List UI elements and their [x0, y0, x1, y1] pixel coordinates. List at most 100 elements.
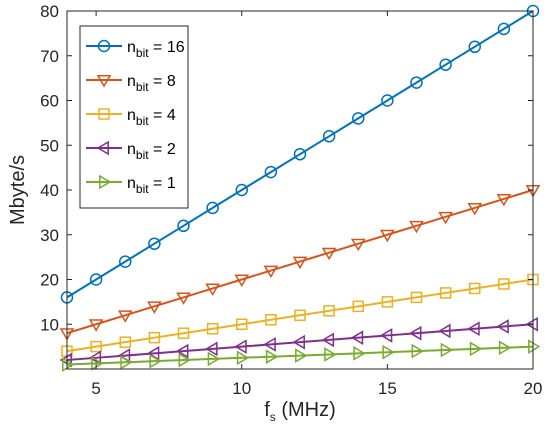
data-point: [293, 147, 307, 161]
data-point: [323, 305, 335, 317]
legend-label: nbit = 2: [127, 141, 176, 162]
data-point: [236, 350, 250, 366]
data-point: [438, 323, 451, 339]
series-line: [66, 278, 534, 353]
data-point: [177, 219, 190, 233]
data-point: [176, 292, 191, 305]
y-tick-label: 70: [40, 47, 59, 66]
data-point: [468, 40, 481, 54]
axes-layer: 5 10 15 20 10 20 30 40 50 60 70 80: [40, 2, 542, 398]
legend-label: nbit = 4: [127, 107, 176, 128]
legend-marker: [96, 140, 109, 156]
data-point: [90, 340, 102, 353]
x-tick-label: 10: [232, 379, 251, 398]
x-axis-label-main: f: [264, 399, 270, 421]
data-point: [467, 321, 480, 337]
data-point: [380, 229, 395, 243]
data-point: [469, 341, 483, 357]
data-point: [292, 334, 305, 350]
y-tick-label: 80: [40, 2, 59, 21]
data-point: [321, 247, 337, 261]
series-5: [62, 339, 541, 372]
data-point: [89, 273, 103, 286]
data-point: [411, 343, 424, 359]
data-point: [496, 319, 509, 334]
y-axis-label: Mbyte/s: [7, 155, 29, 225]
data-point: [439, 58, 452, 71]
data-point: [352, 112, 365, 125]
legend-entry: nbit = 8: [86, 73, 176, 94]
legend-label: nbit = 8: [127, 73, 176, 94]
data-point: [528, 339, 541, 354]
y-tick-label: 40: [40, 181, 59, 200]
data-point: [234, 274, 250, 287]
data-point: [498, 340, 512, 356]
series-line: [66, 10, 534, 299]
data-point: [88, 319, 104, 332]
x-tick-label: 5: [91, 379, 100, 398]
data-point: [352, 300, 364, 313]
data-point: [263, 265, 279, 279]
data-point: [176, 343, 189, 359]
data-point: [91, 356, 104, 371]
data-point: [409, 325, 422, 341]
data-point: [381, 296, 394, 308]
data-point: [88, 350, 102, 366]
series-line: [66, 189, 534, 335]
legend-label: nbit = 16: [127, 39, 185, 60]
data-point: [379, 328, 393, 343]
legend-entry: nbit = 16: [86, 39, 185, 60]
series-layer: [59, 4, 541, 372]
data-point: [206, 201, 219, 215]
y-tick-label: 30: [40, 226, 59, 245]
y-tick-label: 10: [40, 315, 59, 334]
data-point: [350, 238, 366, 252]
series-4: [59, 316, 538, 368]
data-point: [119, 255, 132, 268]
data-point: [498, 278, 510, 290]
data-point: [381, 94, 394, 107]
data-point: [147, 301, 162, 314]
data-point: [207, 351, 221, 367]
data-point: [148, 237, 161, 250]
data-point: [292, 256, 308, 270]
legend-marker: [99, 174, 112, 190]
data-point: [59, 352, 72, 368]
data-point: [321, 332, 335, 348]
y-tick-label: 20: [40, 271, 59, 290]
y-tick-label: 50: [40, 136, 59, 155]
data-point: [148, 331, 161, 344]
legend-marker: [97, 39, 111, 53]
series-line: [66, 345, 534, 366]
x-tick-label: 15: [378, 379, 397, 398]
series-line: [66, 323, 534, 362]
data-point: [324, 347, 337, 362]
data-point: [410, 76, 423, 89]
data-point: [295, 348, 308, 363]
data-point: [117, 310, 133, 323]
x-axis-label: fs (MHz): [264, 399, 336, 424]
data-point: [350, 330, 364, 345]
data-point: [438, 211, 453, 225]
x-tick-label: 20: [524, 379, 543, 398]
data-point: [62, 357, 75, 372]
data-point: [120, 354, 133, 370]
data-point: [177, 327, 190, 339]
data-point: [497, 22, 511, 36]
legend-box: [79, 25, 189, 209]
data-point: [263, 337, 276, 352]
data-point: [496, 194, 512, 207]
data-point: [439, 287, 452, 299]
data-point: [235, 183, 248, 197]
y-tick-label: 60: [40, 92, 59, 111]
legend-entry: nbit = 2: [86, 140, 176, 162]
data-point: [294, 309, 306, 322]
data-point: [409, 220, 424, 234]
data-point: [382, 344, 395, 360]
data-point: [322, 130, 336, 143]
data-point: [206, 322, 219, 335]
data-point: [467, 202, 483, 216]
data-point: [265, 349, 279, 365]
legend: nbit = 16 nbit = 8 nbit = 4 nbit = 2 nbit = …: [79, 25, 189, 209]
